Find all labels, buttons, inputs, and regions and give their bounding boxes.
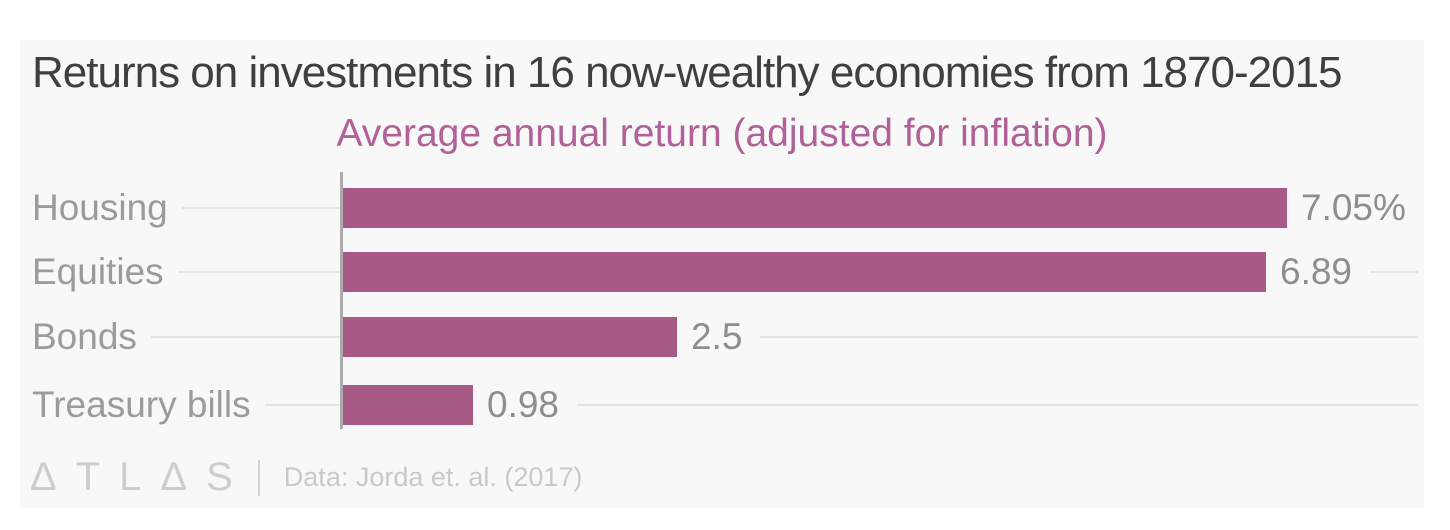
value-wrap: 0.98: [487, 384, 1420, 426]
bar-equities: [342, 252, 1266, 292]
left-leader-line: [264, 404, 342, 406]
category-label-wrap: Housing: [32, 187, 342, 229]
bar-housing: [342, 188, 1287, 228]
bar-treasury-bills: [342, 385, 473, 425]
category-label-housing: Housing: [32, 187, 168, 228]
chart-row-treasury-bills: Treasury bills 0.98: [32, 373, 1420, 437]
footer-divider: [257, 459, 260, 496]
category-label-wrap: Equities: [32, 251, 342, 293]
chart-row-equities: Equities 6.89: [32, 240, 1420, 304]
chart-row-bonds: Bonds 2.5: [32, 305, 1420, 369]
value-wrap: 7.05%: [1301, 187, 1420, 229]
chart-row-housing: Housing 7.05%: [32, 176, 1420, 240]
value-label-equities: 6.89: [1280, 251, 1353, 292]
value-wrap: 6.89: [1280, 251, 1420, 293]
category-label-bonds: Bonds: [32, 316, 137, 357]
data-source: Data: Jorda et. al. (2017): [283, 462, 583, 492]
atlas-logo: ΔTLΔS: [30, 455, 252, 499]
value-label-bonds: 2.5: [691, 316, 743, 357]
category-label-wrap: Treasury bills: [32, 384, 342, 426]
category-label-equities: Equities: [32, 251, 164, 292]
right-leader-line: [760, 336, 1418, 338]
bar-bonds: [342, 317, 677, 357]
footer: ΔTLΔS Data: Jorda et. al. (2017): [30, 455, 582, 500]
value-label-housing: 7.05%: [1301, 187, 1406, 228]
category-label-wrap: Bonds: [32, 316, 342, 358]
chart-title: Returns on investments in 16 now-wealthy…: [32, 48, 1343, 97]
left-leader-line: [177, 271, 342, 273]
value-label-treasury-bills: 0.98: [487, 384, 560, 425]
left-leader-line: [181, 207, 342, 209]
chart-subtitle: Average annual return (adjusted for infl…: [336, 112, 1108, 155]
y-axis-line: [340, 172, 343, 429]
left-leader-line: [150, 336, 342, 338]
right-leader-line: [577, 404, 1418, 406]
right-leader-line: [1370, 271, 1418, 273]
chart-card: Returns on investments in 16 now-wealthy…: [20, 40, 1424, 508]
category-label-treasury-bills: Treasury bills: [32, 384, 251, 425]
value-wrap: 2.5: [691, 316, 1420, 358]
